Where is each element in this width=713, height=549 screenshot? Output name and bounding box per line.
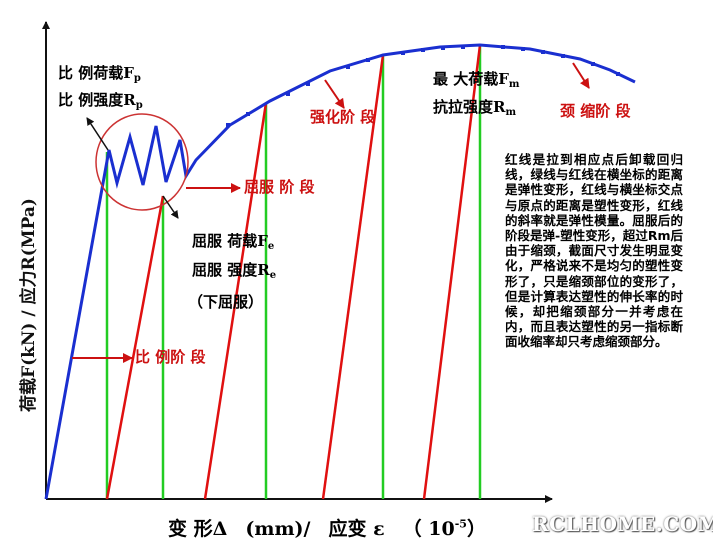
curve-points [226, 45, 620, 127]
lower-yield-label: （下屈服） [188, 293, 264, 311]
proportional-stage-label: 比 例阶 段 [135, 348, 206, 366]
unloading-lines [105, 44, 482, 500]
y-axis-label: 荷载F(kN) / 应力R(MPa) [19, 198, 39, 412]
yield-region-circle [95, 113, 189, 211]
yield-stage-label: 屈服 阶 段 [244, 178, 315, 196]
max-load-label: 最 大荷载Fm [433, 70, 520, 90]
tensile-strength-label: 抗拉强度Rm [433, 98, 517, 118]
strengthening-stage-arrow [324, 79, 345, 109]
necking-stage-arrow [572, 62, 590, 89]
x-axis-label: 变 形Δ (mm)/应变 ε （ 10-5） [168, 517, 486, 540]
elastic-lines [105, 45, 482, 499]
yield-strength-label: 屈服 强度Re [192, 261, 277, 281]
proportional-strength-label: 比 例强度Rp [58, 91, 143, 111]
yield-point-arrow [162, 195, 179, 219]
proportional-limit-arrow [86, 117, 109, 151]
yield-load-label: 屈服 荷载Fe [192, 232, 275, 252]
watermark: RCLHOME.COM [532, 512, 713, 536]
necking-stage-label: 颈 缩阶 段 [560, 102, 631, 120]
strengthening-stage-label: 强化阶 段 [310, 108, 376, 126]
proportional-load-label: 比 例荷载Fp [58, 64, 141, 84]
explanation-note: 红线是拉到相应点后卸载回归线，绿线与红线在横坐标的距离是弹性变形，红线与横坐标交… [505, 152, 683, 350]
